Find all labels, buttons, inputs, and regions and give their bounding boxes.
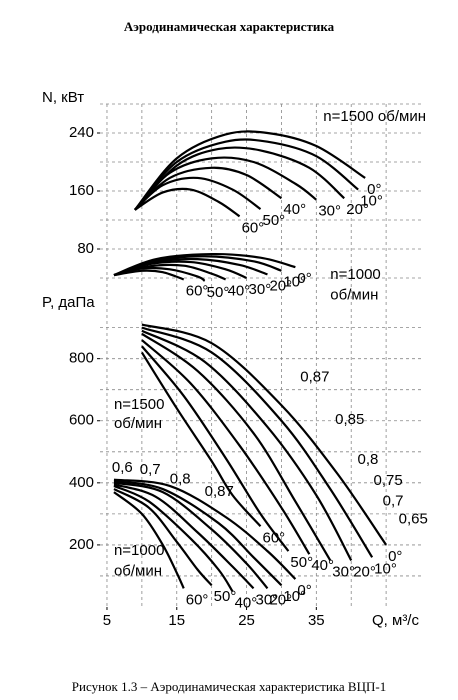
annotation: 0,85 bbox=[335, 411, 364, 428]
annotation: n=1500 bbox=[114, 396, 164, 413]
curve bbox=[113, 252, 296, 277]
curve-label: 60° bbox=[186, 591, 209, 608]
annotation: n=1000 bbox=[330, 266, 380, 283]
curve-label: 50° bbox=[290, 554, 313, 571]
x-tick-label: 15 bbox=[168, 612, 185, 629]
curve-label: 0° bbox=[388, 548, 402, 565]
y-tick-label: 160 bbox=[69, 182, 94, 199]
curve bbox=[113, 484, 234, 593]
curve-label: 60° bbox=[242, 219, 265, 236]
curve bbox=[113, 481, 269, 590]
curve-label: 50° bbox=[207, 284, 230, 301]
curve bbox=[134, 176, 262, 211]
y-tick-label: 400 bbox=[69, 474, 94, 491]
curve-label: 50° bbox=[214, 588, 237, 605]
curve-label: 0° bbox=[367, 181, 381, 198]
curve bbox=[141, 323, 388, 546]
curve bbox=[113, 488, 213, 587]
curve bbox=[113, 491, 185, 589]
y-tick-label: 80 bbox=[77, 240, 94, 257]
curve bbox=[113, 478, 297, 580]
curve-label: 60° bbox=[186, 282, 209, 299]
curve bbox=[134, 130, 366, 211]
y-tick-label: 240 bbox=[69, 124, 94, 141]
curve bbox=[134, 146, 345, 211]
curve bbox=[134, 156, 318, 211]
annotation: n=1000 bbox=[114, 542, 164, 559]
annotation: 0,7 bbox=[383, 493, 404, 510]
annotation: 0,65 bbox=[399, 511, 428, 528]
curve-label: 10° bbox=[360, 193, 383, 210]
annotation: 0,87 bbox=[300, 369, 329, 386]
curve-label: 10° bbox=[374, 560, 397, 577]
curve-label: 10° bbox=[283, 588, 306, 605]
annotation: 0,7 bbox=[140, 461, 161, 478]
annotation: 0,8 bbox=[170, 471, 191, 488]
y-tick-label: 200 bbox=[69, 536, 94, 553]
annotation: n=1500 об/мин bbox=[323, 108, 426, 125]
curve bbox=[134, 187, 241, 218]
curve-label: 30° bbox=[318, 203, 341, 220]
curve-label: 30° bbox=[256, 591, 279, 608]
curve-label: 30° bbox=[332, 563, 355, 580]
curve-label: 10° bbox=[283, 274, 306, 291]
curve-label: 40° bbox=[283, 201, 306, 218]
curve bbox=[134, 166, 283, 211]
curve bbox=[141, 329, 353, 561]
curve bbox=[113, 255, 282, 277]
annotation: об/мин bbox=[114, 562, 162, 579]
curve bbox=[141, 326, 374, 558]
curve-label: 40° bbox=[228, 282, 251, 299]
y-tick-label: 600 bbox=[69, 412, 94, 429]
y-tick-label: 800 bbox=[69, 350, 94, 367]
curve bbox=[113, 266, 206, 282]
x-tick-label: 5 bbox=[103, 612, 111, 629]
x-axis-label: Q, м³/с bbox=[372, 612, 419, 629]
curve bbox=[134, 138, 359, 211]
curve-label: 20° bbox=[269, 591, 292, 608]
curve bbox=[141, 339, 311, 555]
caption: Рисунок 1.3 – Аэродинамическая характери… bbox=[72, 679, 386, 694]
curve bbox=[141, 332, 332, 561]
curve bbox=[141, 345, 290, 552]
curve bbox=[113, 480, 283, 587]
curve-label: 20° bbox=[353, 563, 376, 580]
curve-label: 20° bbox=[346, 201, 369, 218]
annotation: 0,8 bbox=[357, 451, 378, 468]
title: Аэродинамическая характеристика bbox=[124, 19, 335, 34]
x-tick-label: 25 bbox=[238, 612, 255, 629]
curve-label: 0° bbox=[297, 270, 311, 287]
annotation: об/мин bbox=[114, 415, 162, 432]
annotation: 0,6 bbox=[112, 459, 133, 476]
curve-label: 30° bbox=[249, 281, 272, 298]
curve bbox=[113, 260, 247, 280]
curve-label: 50° bbox=[263, 212, 286, 229]
curve bbox=[113, 269, 185, 281]
curve bbox=[113, 483, 255, 590]
annotation: 0,87 bbox=[205, 483, 234, 500]
x-tick-label: 35 bbox=[308, 612, 325, 629]
curve-label: 60° bbox=[263, 529, 286, 546]
curve bbox=[140, 351, 262, 528]
annotation: об/мин bbox=[330, 286, 378, 303]
y-axis-label: P, даПа bbox=[42, 294, 95, 311]
curve-label: 20° bbox=[269, 277, 292, 294]
curve-label: 40° bbox=[235, 594, 258, 611]
curve-label: 0° bbox=[297, 582, 311, 599]
annotation: 0,75 bbox=[374, 472, 403, 489]
curve-label: 40° bbox=[311, 557, 334, 574]
y-axis-label: N, кВт bbox=[42, 89, 84, 106]
